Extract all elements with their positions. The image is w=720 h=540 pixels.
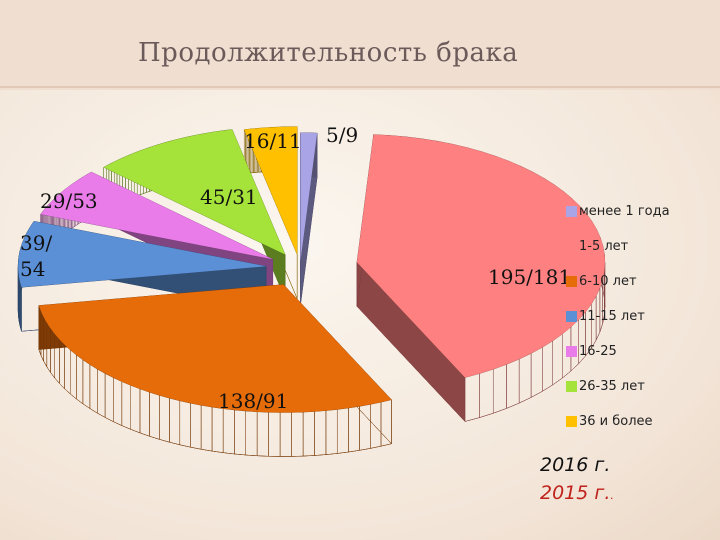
legend-label: 26-35 лет	[579, 378, 645, 394]
legend-label: 6-10 лет	[579, 273, 637, 289]
legend-item: 26-35 лет	[566, 377, 645, 395]
year-current: 2016 г.	[540, 454, 611, 476]
data-label: 29/53	[40, 189, 98, 213]
slice-tops	[18, 126, 605, 413]
data-label: 138/91	[218, 389, 288, 413]
legend-swatch	[566, 415, 577, 427]
year-previous-suffix: .	[610, 489, 614, 502]
legend-swatch	[566, 345, 577, 357]
data-label: 195/181	[488, 265, 571, 289]
pie-slice	[356, 134, 605, 378]
data-labels: 5/9 195/181 138/91 39/54 29/53 45/31 16/11	[20, 123, 571, 413]
slide-title: Продолжительность брака	[138, 38, 519, 68]
pie-slice	[244, 126, 298, 255]
legend-item: 1-5 лет	[566, 237, 628, 255]
year-key: 2016 г. 2015 г..	[540, 454, 614, 504]
data-label: 39/	[20, 231, 52, 255]
data-label: 5/9	[326, 123, 358, 147]
data-label: 54	[20, 257, 45, 281]
legend-item: 16-25	[566, 342, 617, 360]
title-divider	[0, 86, 720, 88]
legend-item: 11-15 лет	[566, 307, 645, 325]
legend-swatch	[566, 310, 577, 322]
legend-label: 36 и более	[579, 413, 653, 429]
data-label: 45/31	[200, 185, 258, 209]
legend-label: 16-25	[579, 343, 617, 359]
legend-swatch	[566, 240, 577, 252]
legend-swatch	[566, 380, 577, 392]
legend-swatch	[566, 205, 577, 217]
pie-slice	[103, 129, 286, 255]
pie-slice	[300, 132, 318, 261]
legend-label: 11-15 лет	[579, 308, 645, 324]
legend-item: 36 и более	[566, 412, 653, 430]
pie-slice	[38, 284, 392, 413]
pie-slice	[40, 172, 273, 260]
legend-swatch	[566, 275, 577, 287]
legend-item: 6-10 лет	[566, 272, 637, 290]
data-label: 16/11	[244, 129, 302, 153]
year-previous: 2015 г..	[540, 482, 614, 504]
legend-label: менее 1 года	[579, 203, 670, 219]
year-previous-text: 2015 г.	[540, 482, 611, 504]
title-band	[0, 0, 720, 90]
pie-slice	[18, 221, 267, 288]
legend-item: менее 1 года	[566, 202, 670, 220]
legend-label: 1-5 лет	[579, 238, 629, 254]
